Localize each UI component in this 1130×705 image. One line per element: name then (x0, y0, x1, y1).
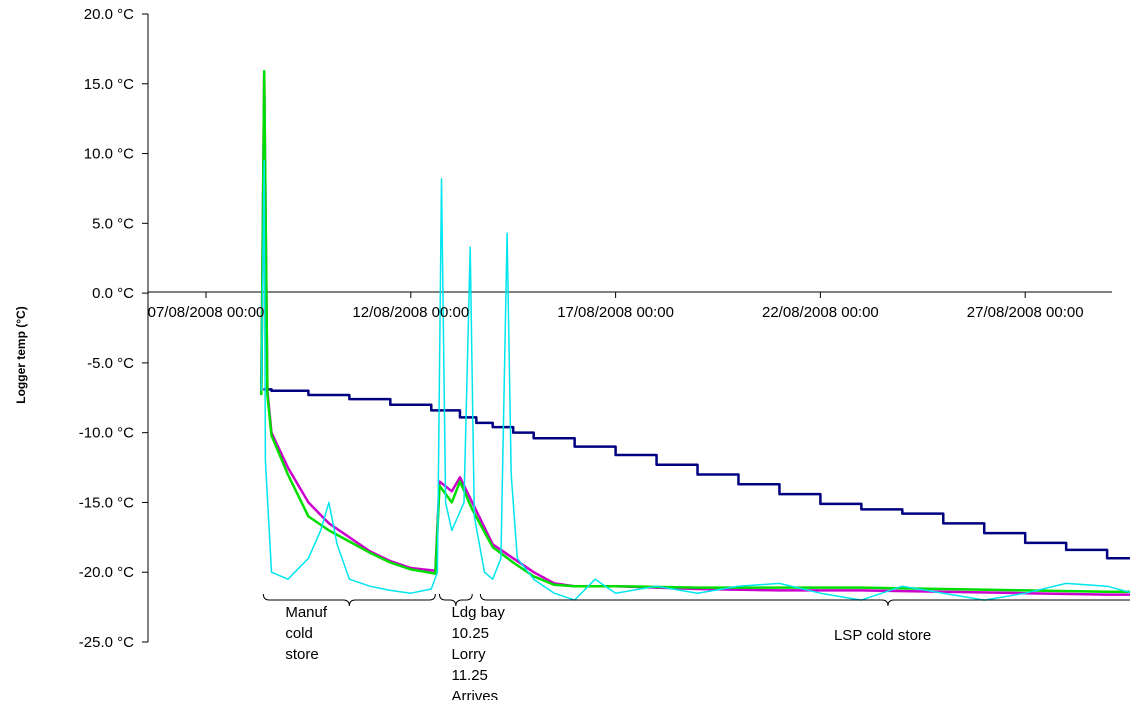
y-tick-label: 20.0 °C (84, 6, 134, 23)
y-tick-label: 15.0 °C (84, 76, 134, 93)
annotation-label: 11.25 (451, 667, 487, 684)
y-tick-label: -5.0 °C (87, 355, 134, 372)
x-tick-label: 22/08/2008 00:00 (762, 304, 879, 321)
annotation-brace-1 (262, 593, 436, 607)
y-tick-label: -20.0 °C (79, 564, 134, 581)
y-tick-label: -25.0 °C (79, 634, 134, 651)
series-line-4 (260, 159, 1130, 601)
series-line-2 (260, 71, 1130, 596)
y-tick-label: 5.0 °C (92, 215, 134, 232)
annotation-label: LSP cold store (834, 627, 931, 644)
x-tick-label: 17/08/2008 00:00 (557, 304, 674, 321)
annotation-label: cold (285, 625, 313, 642)
annotation-label: 10.25 (451, 625, 489, 642)
annotation-label: Lorry (451, 646, 486, 663)
x-tick-label: 27/08/2008 00:00 (967, 304, 1084, 321)
annotation-brace-3 (479, 593, 1130, 607)
annotation-label: Manuf (285, 604, 328, 621)
series-line-1 (263, 388, 1130, 560)
x-tick-label: 12/08/2008 00:00 (352, 304, 469, 321)
y-tick-label: 0.0 °C (92, 285, 134, 302)
annotation-brace-2 (438, 593, 473, 607)
annotation-label: store (285, 646, 318, 663)
y-tick-label: -10.0 °C (79, 425, 134, 442)
y-tick-label: 10.0 °C (84, 146, 134, 163)
y-axis-label: Logger temp (°C) (14, 306, 28, 403)
x-tick-label: 07/08/2008 00:00 (148, 304, 265, 321)
y-tick-label: -15.0 °C (79, 494, 134, 511)
annotation-label: Arrives (451, 688, 498, 700)
annotation-label: Ldg bay (451, 604, 505, 621)
series-line-3 (260, 69, 1130, 594)
